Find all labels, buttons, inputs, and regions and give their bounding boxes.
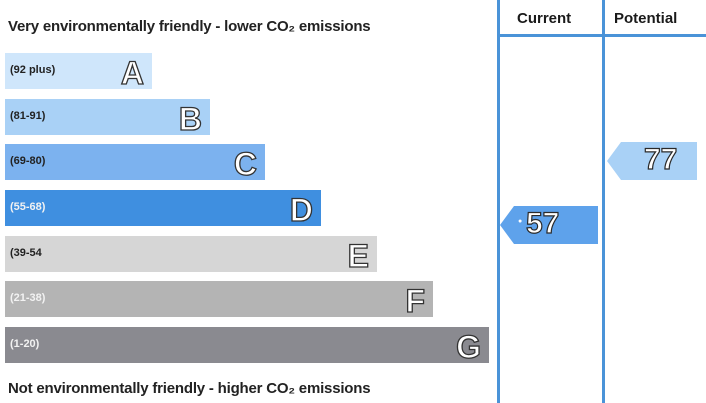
potential-rating-value: 77 [643, 142, 678, 176]
band-range: (21-38) [10, 292, 46, 304]
band-range: (69-80) [10, 155, 46, 167]
middle-divider [602, 0, 605, 403]
top-caption: Very environmentally friendly - lower CO… [8, 18, 371, 35]
current-column-heading: Current [517, 10, 572, 27]
bottom-caption: Not environmentally friendly - higher CO… [8, 380, 371, 397]
band-letter: D [289, 191, 313, 228]
band-letter: E [347, 237, 370, 274]
header-divider [497, 34, 706, 37]
band-letter: G [455, 328, 481, 365]
current-arrow-shape [500, 206, 598, 244]
band-c: (69-80) C [5, 144, 265, 183]
band-range: (55-68) [10, 201, 46, 213]
band-g: (1-20) G [5, 327, 489, 366]
current-rating-mark: ● [518, 218, 523, 225]
band-letter: F [405, 282, 426, 319]
band-a: (92 plus) A [5, 53, 152, 92]
band-letter: B [178, 100, 202, 137]
band-letter: A [120, 54, 144, 91]
band-b: (81-91) B [5, 99, 210, 138]
potential-arrow-shape [607, 142, 697, 180]
current-rating-value: 57 [525, 206, 560, 240]
potential-column-heading: Potential [614, 10, 678, 27]
potential-rating-arrow: 77 [607, 142, 706, 180]
band-range: (81-91) [10, 110, 46, 122]
current-rating-arrow: ● 57 [500, 206, 598, 244]
band-letter: C [233, 145, 257, 182]
left-divider [497, 0, 500, 403]
band-range: (92 plus) [10, 64, 56, 76]
band-f: (21-38) F [5, 281, 433, 320]
band-range: (39-54 [10, 247, 42, 259]
band-d: (55-68) D [5, 190, 321, 229]
band-e: (39-54 E [5, 236, 377, 275]
band-range: (1-20) [10, 338, 40, 350]
